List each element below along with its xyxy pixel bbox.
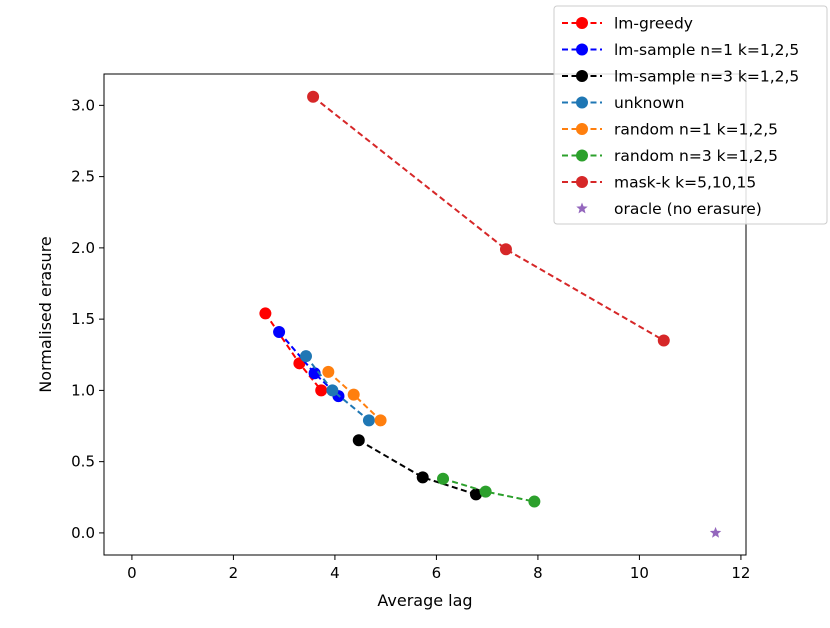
y-tick-label: 0.0: [71, 524, 95, 542]
data-point: [308, 367, 321, 380]
legend-label: random n=3 k=1,2,5: [614, 147, 778, 165]
legend-item: mask-k k=5,10,15: [562, 174, 756, 192]
data-point: [273, 325, 286, 338]
legend-marker: [576, 202, 588, 214]
y-tick-label: 2.0: [71, 239, 95, 257]
data-point: [479, 485, 492, 498]
legend-label: lm-sample n=1 k=1,2,5: [614, 41, 799, 59]
data-point: [352, 434, 365, 447]
data-point: [528, 495, 541, 508]
series-0: [259, 307, 328, 397]
axes-frame: [103, 73, 747, 556]
data-point: [362, 414, 375, 427]
x-tick-label: 8: [533, 564, 543, 582]
series-5: [437, 472, 541, 508]
data-point: [499, 243, 512, 256]
legend-marker: [576, 123, 588, 135]
y-axis-label: Normalised erasure: [36, 236, 55, 393]
legend-box: [553, 5, 828, 225]
legend-label: lm-greedy: [614, 15, 693, 33]
y-axis-ticks: 0.0 0.5 1.0 1.5 2.0 2.5 3.0: [71, 96, 104, 542]
x-tick-label: 2: [229, 564, 239, 582]
x-tick-label: 6: [432, 564, 442, 582]
series-2: [352, 434, 483, 501]
legend-item: lm-sample n=3 k=1,2,5: [562, 68, 799, 86]
legend-marker: [576, 43, 588, 56]
series-6: [307, 90, 670, 347]
series-3: [299, 350, 375, 427]
y-tick-label: 1.5: [71, 310, 95, 328]
data-point: [315, 384, 328, 397]
legend-marker: [576, 149, 588, 162]
legend-item: random n=3 k=1,2,5: [562, 147, 778, 165]
legend-marker: [576, 17, 588, 29]
legend-marker: [576, 70, 588, 82]
legend-item: oracle (no erasure): [576, 200, 762, 218]
legend-label: oracle (no erasure): [614, 200, 762, 218]
legend-label: unknown: [614, 94, 684, 112]
x-tick-label: 4: [330, 564, 340, 582]
x-tick-label: 10: [630, 564, 649, 582]
x-tick-label: 12: [731, 564, 750, 582]
data-point: [326, 384, 339, 397]
series-line: [312, 96, 665, 342]
series-layer: [259, 90, 722, 538]
data-point: [299, 350, 312, 363]
legend: lm-greedy lm-sample n=1 k=1,2,5 lm-sample …: [553, 5, 828, 225]
legend-item: random n=1 k=1,2,5: [562, 121, 778, 139]
data-point: [374, 414, 387, 427]
legend-label: mask-k k=5,10,15: [614, 174, 756, 192]
series-line: [442, 477, 535, 503]
data-point: [657, 334, 670, 347]
y-tick-label: 2.5: [71, 168, 95, 186]
data-point: [307, 90, 320, 103]
legend-marker: [576, 96, 588, 109]
data-point: [437, 472, 450, 485]
legend-marker: [576, 176, 588, 188]
legend-label: lm-sample n=3 k=1,2,5: [614, 68, 799, 86]
series-4: [322, 365, 387, 427]
legend-item: lm-sample n=1 k=1,2,5: [562, 41, 799, 59]
x-axis-label: Average lag: [377, 591, 472, 610]
data-point: [259, 307, 272, 320]
y-tick-label: 3.0: [71, 96, 95, 114]
x-axis-ticks: 0 2 4 6 8 10 12: [127, 555, 750, 582]
legend-item: unknown: [562, 94, 684, 112]
data-point: [709, 526, 722, 538]
data-point: [416, 471, 429, 484]
x-tick-label: 0: [127, 564, 137, 582]
series-line: [358, 439, 477, 496]
data-point: [470, 488, 483, 501]
data-point: [347, 388, 360, 401]
data-point: [322, 365, 335, 378]
y-tick-label: 1.0: [71, 381, 95, 399]
legend-label: random n=1 k=1,2,5: [614, 121, 778, 139]
legend-item: lm-greedy: [562, 15, 693, 33]
y-tick-label: 0.5: [71, 453, 95, 471]
series-7: [709, 526, 722, 538]
